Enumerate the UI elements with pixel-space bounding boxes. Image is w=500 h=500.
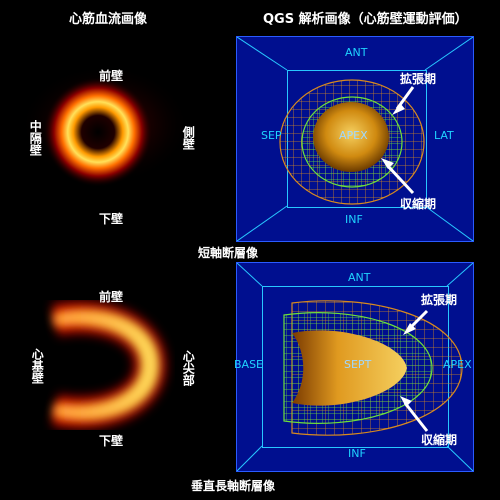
perfusion-header: 心筋血流画像 [69, 12, 148, 27]
vla-qgs-panel: ANT BASE APEX INF SEPT 拡張期 収縮期 [234, 262, 474, 472]
sa-diastole-label: 拡張期 [400, 72, 437, 86]
vla-apex-label: 心尖部 [181, 350, 196, 386]
sa-arrows [381, 86, 415, 195]
sa-systole-label: 収縮期 [400, 197, 437, 211]
short-axis-qgs-panel: ANT SEP LAT INF APEX 拡張期 収縮期 [236, 36, 474, 242]
vla-diastole-label: 拡張期 [421, 293, 458, 307]
vla-inferior-label: 下壁 [99, 434, 124, 448]
sa-label-inf: INF [345, 213, 363, 226]
vla-label-ant: ANT [348, 271, 371, 284]
vla-frame-lines [237, 263, 473, 471]
vla-label-inf: INF [348, 447, 366, 460]
sa-lateral-label: 側壁 [181, 126, 196, 150]
sa-anterior-label: 前壁 [99, 69, 124, 83]
vla-label-sept: SEPT [344, 358, 372, 371]
sa-label-ant: ANT [345, 46, 368, 59]
sa-septal-label: 中隔壁 [28, 120, 43, 156]
sa-inferior-label: 下壁 [99, 212, 124, 226]
vla-anterior-label: 前壁 [99, 290, 124, 304]
vla-perfusion-image [51, 300, 168, 430]
sa-label-sep: SEP [261, 129, 282, 142]
vla-base-label: 心基壁 [30, 348, 45, 384]
short-axis-perfusion-image [20, 65, 190, 187]
sa-label-lat: LAT [434, 129, 454, 142]
qgs-header: QGS 解析画像（心筋壁運動評価） [263, 12, 468, 27]
sa-label-apex: APEX [339, 129, 368, 142]
sa-caption: 短軸断層像 [198, 246, 259, 260]
vla-caption: 垂直長軸断層像 [191, 479, 276, 493]
sa-heart-mesh [279, 79, 425, 205]
vla-systole-label: 収縮期 [421, 433, 458, 447]
vla-arrows [400, 309, 429, 432]
vla-label-apex: APEX [443, 358, 472, 371]
vla-heart-mesh [283, 300, 463, 436]
sa-frame-lines [237, 37, 473, 241]
vla-label-base: BASE [234, 358, 264, 371]
